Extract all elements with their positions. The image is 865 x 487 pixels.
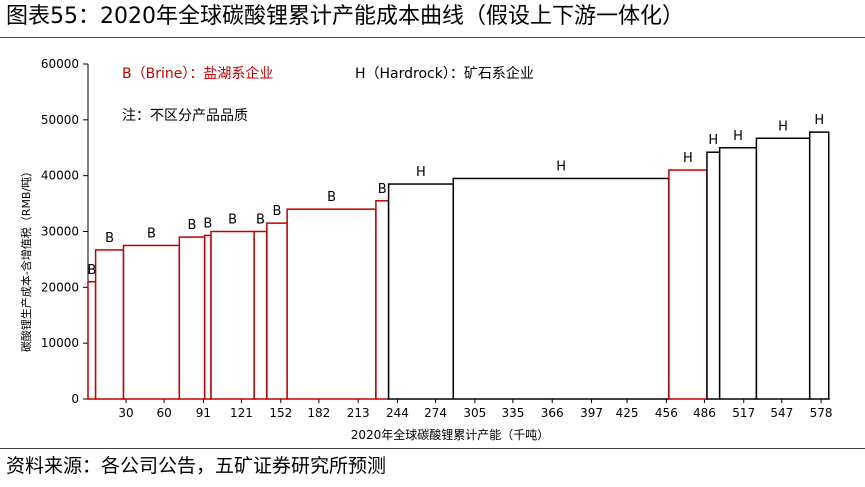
x-tick-label: 244 (386, 406, 409, 420)
x-tick-label: 121 (230, 406, 253, 420)
figure-source: 资料来源：各公司公告，五矿证券研究所预测 (6, 455, 387, 477)
segment-label: B (203, 216, 212, 231)
x-tick-label: 30 (118, 406, 133, 420)
x-tick-label: 456 (655, 406, 678, 420)
cost-segment-brine (253, 230, 268, 400)
cost-segment-brine (87, 281, 97, 400)
segment-label: H (708, 133, 718, 148)
x-axis-title: 2020年全球碳酸锂累计产能（千吨） (351, 427, 550, 442)
chart-note: 注：不区分产品品质 (122, 108, 248, 124)
cost-segment-brine (178, 236, 206, 400)
x-tick-label: 213 (347, 406, 370, 420)
segment-label: B (147, 226, 156, 241)
cost-segment-brine (203, 234, 212, 400)
cost-segment-hardrock (755, 137, 811, 400)
x-tick-label: 335 (501, 406, 524, 420)
segment-label: B (105, 231, 114, 246)
y-tick-label: 0 (71, 392, 79, 406)
y-tick-label: 60000 (41, 57, 79, 71)
cost-segment-hardrock (808, 131, 830, 400)
cost-segment-brine (94, 249, 125, 400)
y-tick-label: 50000 (41, 113, 79, 127)
x-tick-label: 60 (156, 406, 171, 420)
source-divider (0, 448, 865, 449)
cost-segment-hardrock (706, 151, 721, 400)
segment-label: B (378, 182, 387, 197)
x-tick-label: 305 (463, 406, 486, 420)
segment-label: H (556, 159, 566, 174)
cost-segment-brine (375, 200, 390, 400)
x-tick-label: 366 (541, 406, 564, 420)
segment-label: H (683, 151, 693, 166)
segment-label: B (256, 213, 265, 228)
segment-label: H (733, 129, 743, 144)
x-tick-label: 486 (693, 406, 716, 420)
segment-label: H (416, 165, 426, 180)
x-tick-label: 91 (196, 406, 211, 420)
x-tick-label: 517 (732, 406, 755, 420)
segment-label: B (87, 263, 96, 278)
cost-segment-brine (210, 230, 255, 400)
cost-segment-brine (122, 244, 181, 400)
segment-label: B (327, 190, 336, 205)
segment-label: H (778, 119, 788, 134)
x-tick-label: 547 (770, 406, 793, 420)
segment-label: B (228, 213, 237, 228)
cost-segment-brine (266, 222, 288, 400)
segment-label: H (814, 113, 824, 128)
x-tick-label: 274 (424, 406, 447, 420)
cost-segment-brine (668, 169, 708, 400)
segments-layer (87, 131, 830, 400)
y-tick-label: 10000 (41, 336, 79, 350)
y-axis-title: 碳酸锂生产成本-含增值税（RMB/吨） (19, 166, 33, 352)
segment-label: B (273, 204, 282, 219)
legend-hardrock: H（Hardrock）：矿石系企业 (355, 65, 534, 82)
figure-title: 图表55：2020年全球碳酸锂累计产能成本曲线（假设上下游一体化） (6, 4, 684, 29)
y-tick-label: 30000 (41, 225, 79, 239)
x-tick-label: 182 (307, 406, 330, 420)
x-tick-label: 152 (269, 406, 292, 420)
axis-layer: 0 10000 20000 30000 40000 50000 60000 30 60 91 121… (41, 57, 833, 420)
legend-brine: B（Brine）：盐湖系企业 (122, 65, 273, 82)
y-tick-label: 20000 (41, 280, 79, 294)
cost-segment-hardrock (718, 147, 758, 400)
x-tick-label: 397 (580, 406, 603, 420)
segment-label: B (188, 218, 197, 233)
cost-segment-brine (286, 208, 377, 400)
cost-segment-hardrock (387, 183, 455, 400)
x-tick-label: 425 (616, 406, 639, 420)
y-tick-label: 40000 (41, 169, 79, 183)
cost-segment-hardrock (452, 177, 670, 400)
x-tick-label: 578 (810, 406, 833, 420)
title-divider (0, 37, 865, 38)
cost-curve-chart: 0 10000 20000 30000 40000 50000 60000 30 60 91 121… (19, 57, 833, 442)
